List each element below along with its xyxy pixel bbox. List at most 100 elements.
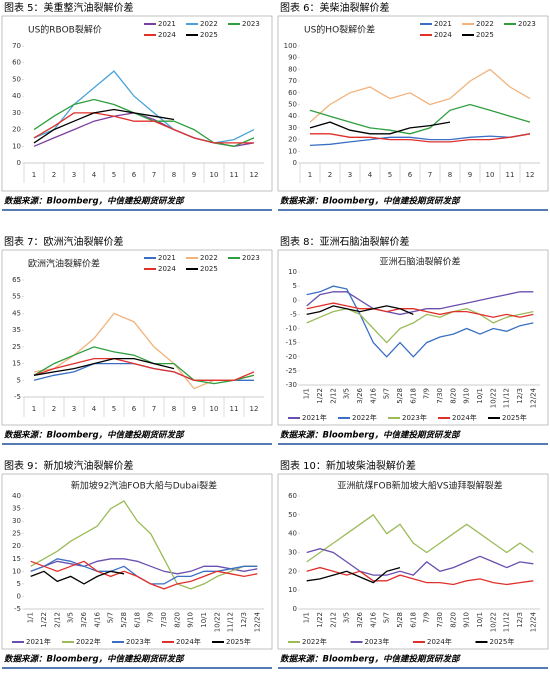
y-tick-label: 40: [12, 492, 21, 500]
x-tick-label: 5/28: [396, 388, 404, 404]
x-tick-label: 4: [92, 171, 97, 179]
y-tick-label: 20: [12, 542, 21, 550]
legend-label: 2023: [518, 20, 536, 28]
y-tick-label: 35: [12, 505, 21, 513]
y-tick-label: 15: [12, 360, 21, 368]
y-tick-label: 10: [12, 142, 21, 150]
figure-caption: 图表 8：亚洲石脑油裂解价差: [280, 235, 410, 248]
y-tick-label: 50: [288, 101, 297, 109]
x-tick-label: 9: [192, 171, 196, 179]
series-line: [309, 68, 531, 123]
series-line: [306, 513, 534, 563]
x-tick-label: 8/20: [449, 612, 457, 628]
figure-caption: 图表 9：新加坡汽油裂解价差: [4, 459, 134, 472]
x-tick-label: 3: [348, 171, 352, 179]
x-tick-label: 1/22: [316, 388, 324, 404]
y-tick-label: 0: [293, 296, 297, 304]
y-tick-label: 25: [12, 343, 21, 351]
x-tick-label: 9/10: [463, 388, 471, 404]
figure-caption: 图表 5：美重整汽油裂解价差: [4, 1, 134, 14]
legend-label: 2021: [158, 254, 176, 262]
y-tick-label: 90: [288, 54, 297, 62]
y-tick-label: 5: [17, 376, 21, 384]
x-tick-label: 3/5: [343, 612, 351, 623]
series-line: [33, 357, 175, 376]
source-note: 数据来源：Bloomberg，中信建投期货研发部: [4, 196, 185, 207]
x-tick-label: 9/10: [187, 612, 195, 628]
y-tick-label: 80: [288, 65, 297, 73]
x-tick-label: 1: [32, 405, 36, 413]
series-line: [306, 305, 414, 316]
series-line: [309, 133, 531, 147]
chart-title: 欧洲汽油裂解价差: [28, 258, 100, 270]
x-tick-label: 11: [506, 171, 515, 179]
y-tick-label: 20: [12, 126, 21, 134]
legend-label: 2024: [158, 31, 176, 39]
x-tick-label: 3/26: [80, 611, 88, 627]
x-tick-label: 9: [192, 405, 196, 413]
x-tick-label: 1/22: [316, 612, 324, 628]
y-tick-label: 5: [17, 580, 21, 588]
x-tick-label: 11/12: [227, 612, 235, 632]
x-tick-label: 12/24: [529, 611, 537, 632]
y-tick-label: 15: [12, 555, 21, 563]
x-tick-label: 12/3: [516, 388, 524, 404]
x-tick-label: 6: [132, 405, 137, 413]
y-tick-label: 60: [288, 89, 297, 97]
x-tick-label: 2: [52, 171, 56, 179]
y-tick-label: 100: [284, 42, 297, 50]
series-line: [33, 108, 175, 144]
y-tick-label: -30: [286, 381, 297, 389]
y-tick-label: 70: [12, 42, 21, 50]
chart-title: US的HO裂解价差: [304, 24, 375, 36]
x-tick-label: 10: [210, 405, 219, 413]
chart-title: 亚洲石脑油裂解价差: [379, 256, 460, 268]
chart-title: 亚洲航煤FOB新加坡大船VS迪拜裂解裂差: [337, 480, 502, 492]
chart-title: US的RBOB裂解价: [28, 24, 102, 36]
x-tick-label: 5/28: [396, 612, 404, 628]
x-tick-label: 2/12: [329, 388, 337, 404]
x-tick-label: 12/3: [516, 612, 524, 628]
x-tick-label: 1: [32, 171, 36, 179]
legend-label: 2024年: [452, 413, 477, 422]
y-tick-label: 70: [288, 77, 297, 85]
x-tick-label: 5: [388, 171, 392, 179]
y-tick-label: 20: [288, 567, 297, 575]
y-tick-label: 20: [288, 136, 297, 144]
x-tick-label: 11: [230, 171, 239, 179]
y-tick-label: 30: [12, 517, 21, 525]
x-tick-label: 8/20: [173, 612, 181, 628]
y-tick-label: 0: [17, 159, 21, 167]
x-tick-label: 6: [132, 171, 137, 179]
x-tick-label: 12: [250, 171, 259, 179]
x-tick-label: 1/22: [40, 612, 48, 628]
x-tick-label: 10/1: [476, 388, 484, 404]
y-tick-label: 40: [288, 112, 297, 120]
series-line: [306, 302, 534, 318]
chart-frame: [277, 473, 549, 650]
y-tick-label: 60: [288, 492, 297, 500]
legend-label: 2025年: [490, 637, 515, 646]
y-tick-label: -5: [14, 605, 21, 613]
x-tick-label: 9/10: [463, 612, 471, 628]
figure-caption: 图表 10：新加坡柴油裂解价差: [280, 459, 416, 472]
x-tick-label: 7/30: [436, 612, 444, 628]
y-tick-label: 10: [288, 147, 297, 155]
x-tick-label: 11/12: [503, 612, 511, 632]
series-line: [306, 308, 534, 344]
x-tick-label: 4/16: [369, 387, 377, 403]
x-tick-label: 9: [468, 171, 472, 179]
y-tick-label: 50: [288, 511, 297, 519]
chart-frame: [1, 15, 273, 192]
y-tick-label: 0: [293, 605, 297, 613]
legend-label: 2022年: [76, 637, 101, 646]
x-tick-label: 10/1: [200, 612, 208, 628]
series-line: [306, 285, 534, 358]
x-tick-label: 5/7: [107, 612, 115, 623]
x-tick-label: 11: [230, 405, 239, 413]
y-tick-label: 65: [12, 276, 21, 284]
y-tick-label: 55: [12, 293, 21, 301]
y-tick-label: -25: [286, 367, 297, 375]
x-tick-label: 12: [250, 405, 259, 413]
y-tick-label: 30: [288, 124, 297, 132]
